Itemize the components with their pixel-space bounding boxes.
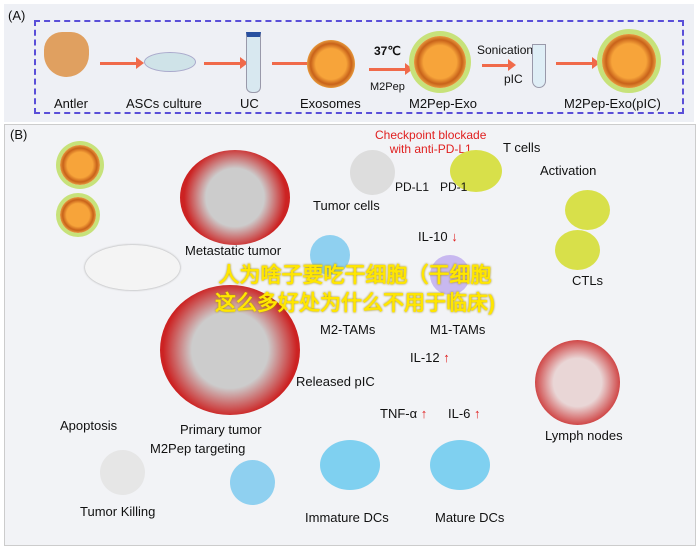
released-pic-label: Released pIC <box>296 374 375 389</box>
m2pep-targeting-label: M2Pep targeting <box>150 441 246 456</box>
watermark-overlay: 人为啥子要吃干细胞（干细胞 这么多好处为什么不用于临床) <box>185 262 525 318</box>
nanoparticle-icon <box>60 197 96 233</box>
watermark-line2: 这么多好处为什么不用于临床) <box>215 292 495 315</box>
panel-b-label: (B) <box>10 127 28 142</box>
ctl-icon <box>555 230 600 270</box>
arrow-icon <box>272 57 316 69</box>
tnf-text: TNF-α <box>380 406 418 421</box>
activation-label: Activation <box>540 163 597 178</box>
mature-dc-icon <box>430 440 490 490</box>
m1-tam-icon <box>430 255 470 295</box>
arrow-icon <box>204 57 248 69</box>
dead-tumor-cell-icon <box>100 450 145 495</box>
temperature-label: 37℃ <box>374 44 401 58</box>
metastatic-tumor-icon <box>180 150 290 245</box>
watermark-line1: 人为啥子要吃干细胞（干细胞 <box>218 264 492 287</box>
primary-tumor-icon <box>160 285 300 415</box>
m2-tam-icon <box>310 235 350 275</box>
step-ascs: ASCs culture <box>126 96 202 111</box>
up-arrow-icon: ↑ <box>420 406 428 421</box>
m2-tams-label: M2-TAMs <box>320 322 376 337</box>
pd-1-label: PD-1 <box>440 180 468 194</box>
tumor-killing-label: Tumor Killing <box>80 504 156 519</box>
immature-dc-icon <box>320 440 380 490</box>
ctl-icon <box>565 190 610 230</box>
workflow-box <box>34 20 684 114</box>
mature-dcs-label: Mature DCs <box>435 510 505 525</box>
sonication-label: Sonication <box>477 43 534 57</box>
anti-text: with anti-PD-L1 <box>389 142 472 156</box>
down-arrow-icon: ↓ <box>451 229 458 244</box>
il6-label: IL-6 ↑ <box>448 406 481 421</box>
tnf-label: TNF-α ↑ <box>380 406 427 421</box>
step-m2pep-exo: M2Pep-Exo <box>409 96 477 111</box>
peptide-label: M2Pep <box>370 81 405 93</box>
up-arrow-icon: ↑ <box>443 350 450 365</box>
panel-a-label: (A) <box>8 8 26 23</box>
il12-label: IL-12 ↑ <box>410 350 450 365</box>
il12-text: IL-12 <box>410 350 440 365</box>
tumor-cells-label: Tumor cells <box>313 198 380 213</box>
step-uc: UC <box>240 96 259 111</box>
m2pep-exo-pic-icon <box>602 34 656 88</box>
mouse-icon <box>85 245 180 290</box>
t-cells-label: T cells <box>503 140 541 155</box>
arrow-icon <box>369 63 413 75</box>
apoptosis-label: Apoptosis <box>60 418 118 433</box>
checkpoint-label: Checkpoint blockade with anti-PD-L1 <box>375 128 486 156</box>
up-arrow-icon: ↑ <box>474 406 481 421</box>
arrow-icon <box>556 57 600 69</box>
step-antler: Antler <box>54 96 88 111</box>
il10-text: IL-10 <box>418 229 448 244</box>
pic-label: pIC <box>504 72 523 86</box>
pd-l1-label: PD-L1 <box>395 180 430 194</box>
step-exosomes: Exosomes <box>300 96 361 111</box>
nanoparticle-icon <box>60 145 100 185</box>
lymph-node-icon <box>535 340 620 425</box>
step-m2pep-exo-pic: M2Pep-Exo(pIC) <box>564 96 661 111</box>
tumor-cell-icon <box>350 150 395 195</box>
m2pep-exo-icon <box>414 36 466 88</box>
exosome-icon <box>307 40 355 88</box>
panel-a: (A) 37℃ M2Pep Sonication pIC Antler ASCs… <box>4 4 694 122</box>
tube-icon <box>246 32 261 93</box>
il6-text: IL-6 <box>448 406 471 421</box>
immature-dcs-label: Immature DCs <box>305 510 389 525</box>
arrow-icon <box>482 59 516 71</box>
primary-tumor-label: Primary tumor <box>180 422 262 437</box>
m1-tams-label: M1-TAMs <box>430 322 486 337</box>
ctls-label: CTLs <box>572 273 604 288</box>
checkpoint-text: Checkpoint blockade <box>375 128 487 142</box>
deer-icon <box>44 32 89 77</box>
petri-dish-icon <box>144 52 196 72</box>
metastatic-tumor-label: Metastatic tumor <box>185 243 282 258</box>
arrow-icon <box>100 57 144 69</box>
sonication-tube-icon <box>532 44 546 88</box>
il10-label: IL-10 ↓ <box>418 229 458 244</box>
lymph-nodes-label: Lymph nodes <box>545 428 623 443</box>
t-cell-icon <box>450 150 502 192</box>
targeted-tam-icon <box>230 460 275 505</box>
